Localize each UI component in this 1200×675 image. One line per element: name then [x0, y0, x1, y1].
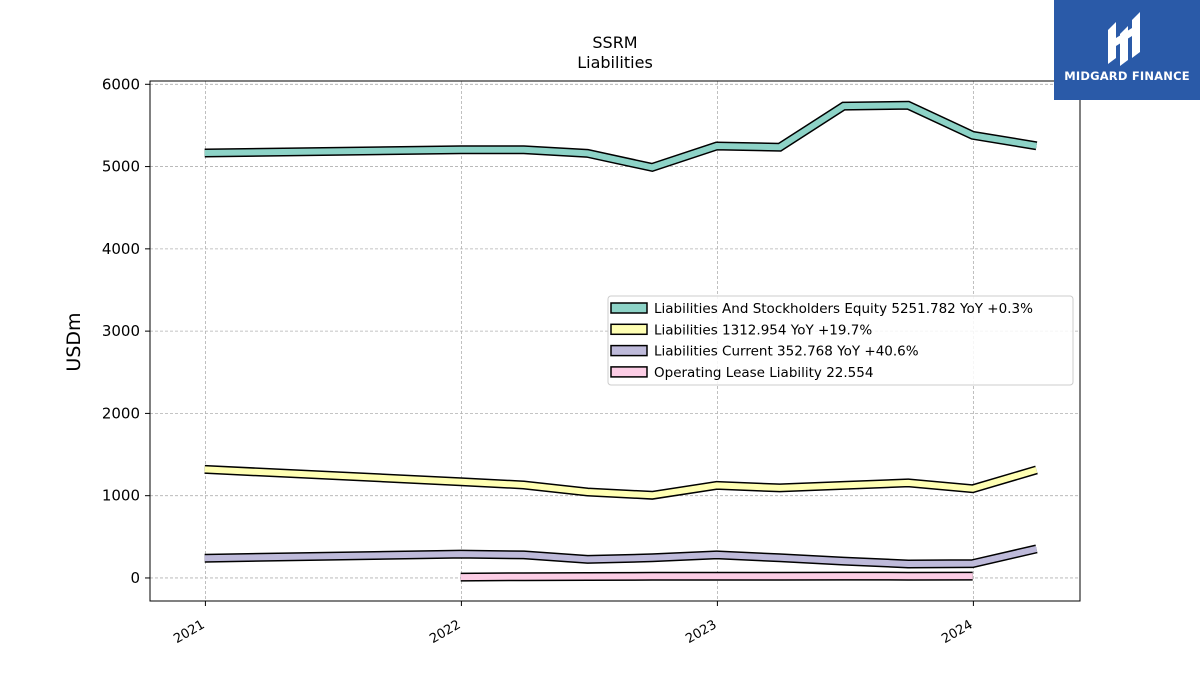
data-point-0-3 — [587, 153, 588, 154]
legend-swatch-2 — [610, 344, 648, 357]
data-point-2-0 — [204, 558, 205, 559]
legend-swatch-0 — [610, 302, 648, 314]
data-point-1-1 — [460, 481, 461, 482]
legend: Liabilities And Stockholders Equity 5251… — [607, 295, 1074, 386]
data-point-1-2 — [523, 484, 524, 485]
legend-label-1: Liabilities 1312.954 YoY +19.7% — [654, 322, 872, 338]
data-point-2-1 — [460, 554, 461, 555]
midgard-finance-logo: MIDGARD FINANCE — [1054, 0, 1200, 100]
chart-subtitle: Liabilities — [577, 53, 653, 72]
y-tick-label: 3000 — [102, 322, 140, 340]
data-point-0-4 — [652, 167, 653, 168]
series-line-3 — [460, 573, 973, 581]
y-tick-label: 0 — [130, 569, 140, 587]
legend-box — [607, 295, 1074, 386]
data-point-0-5 — [716, 146, 717, 147]
data-point-0-7 — [843, 106, 844, 107]
chart-title: SSRM — [592, 33, 637, 52]
y-tick-label: 1000 — [102, 487, 140, 505]
data-point-2-2 — [523, 554, 524, 555]
x-tick-label: 2022 — [427, 617, 463, 647]
data-point-0-8 — [908, 105, 909, 106]
data-point-3-1 — [523, 576, 524, 577]
data-point-0-2 — [523, 149, 524, 150]
series-line-0 — [204, 102, 1037, 171]
legend-label-2: Liabilities Current 352.768 YoY +40.6% — [654, 344, 919, 360]
data-point-0-1 — [460, 149, 461, 150]
data-point-1-6 — [779, 487, 780, 488]
y-tick-label: 6000 — [102, 75, 140, 93]
series-line-2 — [204, 545, 1038, 568]
data-point-1-8 — [908, 482, 909, 483]
data-point-2-5 — [716, 554, 717, 555]
data-point-2-4 — [652, 557, 653, 558]
grid — [150, 81, 1080, 601]
y-tick-label: 4000 — [102, 240, 140, 258]
midgard-m-icon — [1108, 12, 1140, 66]
data-point-3-7 — [908, 576, 909, 577]
legend-swatch-3 — [610, 366, 648, 378]
series-layer — [204, 100, 1038, 582]
data-point-2-6 — [779, 557, 780, 558]
data-point-1-4 — [652, 495, 653, 496]
y-tick-label: 2000 — [102, 404, 140, 422]
x-tick-label: 2023 — [683, 617, 719, 647]
y-axis-label: USDm — [63, 312, 85, 371]
data-point-3-8 — [972, 576, 973, 577]
data-point-2-3 — [587, 559, 588, 560]
legend-swatch-1 — [610, 323, 648, 336]
data-point-1-10 — [1036, 469, 1037, 470]
data-point-0-10 — [1036, 145, 1037, 146]
data-point-3-4 — [716, 576, 717, 577]
data-point-1-0 — [204, 469, 205, 470]
series-line-1 — [204, 466, 1038, 499]
data-point-1-9 — [972, 488, 973, 489]
data-point-2-10 — [1036, 548, 1037, 549]
x-tick-label: 2024 — [939, 617, 975, 647]
data-point-1-5 — [716, 485, 717, 486]
data-point-2-9 — [972, 563, 973, 564]
data-point-1-3 — [587, 491, 588, 492]
data-point-0-0 — [204, 152, 205, 153]
x-axis: 2021 2022 2023 2024 — [171, 601, 975, 647]
data-point-2-7 — [843, 561, 844, 562]
x-tick-label: 2021 — [171, 617, 207, 647]
y-axis: 0 1000 2000 3000 4000 5000 6000 — [102, 75, 150, 587]
data-point-3-6 — [843, 576, 844, 577]
data-point-3-2 — [587, 576, 588, 577]
data-point-3-3 — [652, 576, 653, 577]
logo-text: MIDGARD FINANCE — [1064, 69, 1190, 83]
data-point-2-8 — [908, 563, 909, 564]
data-point-1-7 — [843, 485, 844, 486]
plot-frame — [149, 80, 1081, 602]
data-point-3-5 — [779, 576, 780, 577]
y-tick-label: 5000 — [102, 158, 140, 176]
data-point-0-9 — [972, 135, 973, 136]
legend-label-0: Liabilities And Stockholders Equity 5251… — [654, 301, 1033, 317]
data-point-0-6 — [779, 147, 780, 148]
data-point-3-0 — [460, 577, 461, 578]
legend-label-3: Operating Lease Liability 22.554 — [654, 365, 873, 381]
